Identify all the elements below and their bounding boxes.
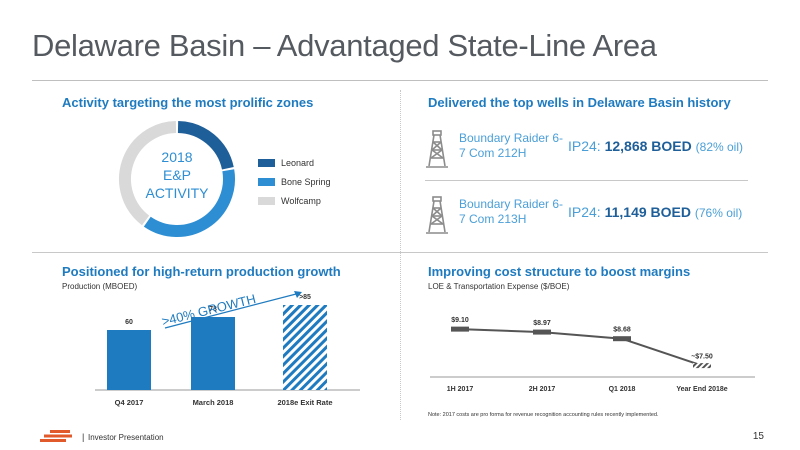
donut-center-line-3: ACTIVITY (145, 185, 209, 201)
donut-legend: Leonard Bone Spring Wolfcamp (258, 153, 331, 210)
donut-segment-bone-spring (143, 169, 235, 237)
oil-percent: (82% oil) (695, 140, 744, 154)
vertical-divider (400, 90, 401, 420)
page-title: Delaware Basin – Advantaged State-Line A… (32, 28, 657, 63)
legend-swatch (258, 177, 275, 186)
well-stat: IP24: 11,149 BOED (76% oil) (568, 204, 742, 220)
line-point (693, 363, 711, 369)
production-heading: Positioned for high-return production gr… (62, 264, 341, 279)
production-subtitle: Production (MBOED) (62, 282, 138, 291)
bar-category-label: 2018e Exit Rate (277, 398, 332, 407)
well-item-213h: Boundary Raider 6-7 Com 213H IP24: 11,14… (425, 192, 755, 244)
well-item-212h: Boundary Raider 6-7 Com 212H IP24: 12,86… (425, 126, 755, 178)
well-name: Boundary Raider 6-7 Com 212H (459, 131, 564, 160)
legend-label: Wolfcamp (281, 195, 321, 206)
wells-heading: Delivered the top wells in Delaware Basi… (428, 95, 731, 110)
boed-value: 12,868 BOED (604, 138, 692, 154)
line-category-label: 2H 2017 (529, 386, 556, 393)
oil-derrick-icon (426, 196, 448, 234)
bar-category-label: March 2018 (193, 398, 234, 407)
growth-arrow-line (164, 292, 301, 329)
ip-label: IP24: (568, 138, 601, 154)
bar-q4-2017 (107, 330, 151, 390)
costs-heading: Improving cost structure to boost margin… (428, 264, 691, 279)
legend-swatch (258, 196, 275, 205)
footer-separator: | (82, 432, 85, 442)
legend-swatch (258, 158, 275, 167)
oil-percent: (76% oil) (694, 206, 743, 220)
bar-2018e-exit-rate (283, 305, 327, 390)
oil-derrick-icon (426, 130, 448, 168)
activity-donut-chart: 2018 E&P ACTIVITY (119, 121, 235, 237)
line-value-label: $8.97 (533, 320, 551, 327)
costs-subtitle: LOE & Transportation Expense ($/BOE) (428, 282, 570, 291)
ip-label: IP24: (568, 204, 601, 220)
activity-heading: Activity targeting the most prolific zon… (62, 95, 314, 110)
line-category-label: Year End 2018e (676, 386, 727, 393)
line-point (613, 336, 631, 342)
company-logo-icon (40, 430, 72, 442)
boed-value: 11,149 BOED (604, 204, 691, 220)
well-name: Boundary Raider 6-7 Com 213H (459, 197, 564, 226)
cost-line-chart: $9.10 1H 2017 $8.97 2H 2017 $8.68 Q1 2018 ~$7.… (430, 317, 755, 393)
footer-text: Investor Presentation (88, 433, 164, 442)
legend-item-wolfcamp: Wolfcamp (258, 191, 331, 210)
well-stat: IP24: 12,868 BOED (82% oil) (568, 138, 743, 154)
donut-segment-wolfcamp (119, 121, 177, 226)
growth-arrow-head (294, 291, 302, 298)
legend-item-bone-spring: Bone Spring (258, 172, 331, 191)
line-point (451, 326, 469, 332)
donut-segment-leonard (177, 121, 234, 170)
donut-center-line-1: 2018 (161, 149, 192, 165)
line-value-label: ~$7.50 (691, 354, 713, 361)
bar-value-label: 73 (209, 306, 217, 313)
title-rule (32, 80, 768, 81)
legend-item-leonard: Leonard (258, 153, 331, 172)
page-number: 15 (752, 431, 764, 442)
legend-label: Bone Spring (281, 176, 331, 187)
donut-center-line-2: E&P (163, 167, 191, 183)
legend-label: Leonard (281, 157, 315, 168)
line-point (533, 329, 551, 335)
cost-line (459, 328, 703, 367)
line-value-label: $9.10 (451, 317, 469, 324)
bar-march-2018 (191, 317, 235, 390)
bar-value-label: 60 (125, 319, 133, 326)
costs-note: Note: 2017 costs are pro forma for reven… (428, 412, 659, 418)
line-value-label: $8.68 (613, 327, 631, 334)
wells-divider (425, 180, 748, 181)
bar-category-label: Q4 2017 (115, 398, 144, 407)
bar-value-label: >85 (299, 294, 311, 301)
line-category-label: 1H 2017 (447, 386, 474, 393)
line-category-label: Q1 2018 (609, 386, 636, 393)
